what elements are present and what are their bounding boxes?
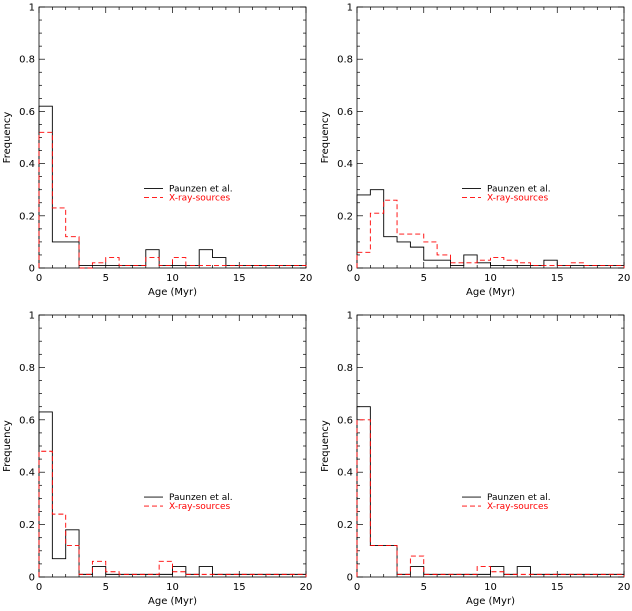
- y-tick-label: 1: [29, 311, 35, 322]
- histogram-series-xray: [356, 199, 625, 268]
- y-tick-label: 0: [29, 264, 35, 275]
- legend-label-paunzen: Paunzen et al.: [487, 493, 551, 503]
- x-axis-label: Age (Myr): [466, 596, 515, 607]
- y-axis-label: Frequency: [320, 112, 331, 164]
- y-tick-label: 0.4: [337, 159, 353, 170]
- y-tick-label: 0.6: [19, 107, 35, 118]
- histogram-series-xray: [356, 419, 625, 577]
- x-axis-label: Age (Myr): [148, 596, 197, 607]
- y-tick-label: 0: [347, 264, 353, 275]
- legend-label-xray: X-ray-sources: [487, 193, 548, 203]
- y-tick-label: 0.8: [19, 363, 35, 374]
- y-tick-label: 0.4: [337, 468, 353, 479]
- plot-frame: [356, 314, 625, 578]
- x-tick-label: 15: [233, 582, 246, 593]
- y-tick-label: 0.2: [19, 520, 35, 531]
- x-tick-label: 15: [233, 273, 246, 284]
- y-tick-label: 0.8: [19, 55, 35, 66]
- y-tick-label: 0: [29, 573, 35, 584]
- y-tick-label: 0.2: [337, 520, 353, 531]
- x-tick-label: 0: [354, 273, 360, 284]
- y-tick-label: 0.2: [337, 211, 353, 222]
- x-tick-label: 5: [103, 582, 109, 593]
- x-tick-label: 15: [551, 582, 564, 593]
- x-axis-label: Age (Myr): [148, 287, 197, 298]
- x-tick-label: 5: [421, 582, 427, 593]
- y-tick-label: 0.4: [19, 159, 35, 170]
- histogram-series-xray: [38, 131, 307, 269]
- x-tick-label: 20: [618, 273, 631, 284]
- y-tick-label: 0: [347, 573, 353, 584]
- x-tick-label: 10: [166, 582, 179, 593]
- panel-top-left: 0 5 10 15 20 0 0.2 0.4 0.6 0.8 1 Age (Myr) Frequency…: [2, 3, 312, 299]
- x-tick-label: 20: [300, 582, 313, 593]
- legend-label-paunzen: Paunzen et al.: [169, 493, 233, 503]
- legend-label-paunzen: Paunzen et al.: [487, 184, 551, 194]
- x-tick-label: 0: [354, 582, 360, 593]
- x-tick-label: 10: [166, 273, 179, 284]
- panel-bottom-right: 0 5 10 15 20 0 0.2 0.4 0.6 0.8 1 Age (Myr) Frequency…: [320, 311, 630, 608]
- y-tick-label: 1: [29, 3, 35, 14]
- y-tick-label: 0.6: [19, 415, 35, 426]
- x-tick-label: 0: [36, 273, 42, 284]
- y-axis-label: Frequency: [2, 420, 13, 472]
- plot-frame: [38, 6, 307, 269]
- y-tick-label: 0.4: [19, 468, 35, 479]
- x-tick-label: 5: [421, 273, 427, 284]
- x-tick-label: 0: [36, 582, 42, 593]
- y-tick-label: 0.6: [337, 107, 353, 118]
- x-tick-label: 10: [484, 273, 497, 284]
- legend-label-xray: X-ray-sources: [169, 502, 230, 512]
- y-tick-label: 0.2: [19, 211, 35, 222]
- x-tick-label: 20: [300, 273, 313, 284]
- y-tick-label: 1: [347, 3, 353, 14]
- panel-top-right: 0 5 10 15 20 0 0.2 0.4 0.6 0.8 1 Age (Myr) Frequency…: [320, 3, 630, 299]
- histogram-series-xray: [38, 450, 307, 577]
- y-axis-label: Frequency: [2, 112, 13, 164]
- legend-label-paunzen: Paunzen et al.: [169, 184, 233, 194]
- x-tick-label: 15: [551, 273, 564, 284]
- y-tick-label: 1: [347, 311, 353, 322]
- y-tick-label: 0.6: [337, 415, 353, 426]
- panel-bottom-left: 0 5 10 15 20 0 0.2 0.4 0.6 0.8 1 Age (Myr) Frequency…: [2, 311, 312, 608]
- y-tick-label: 0.8: [337, 55, 353, 66]
- legend-label-xray: X-ray-sources: [487, 502, 548, 512]
- legend-label-xray: X-ray-sources: [169, 193, 230, 203]
- x-tick-label: 5: [103, 273, 109, 284]
- x-tick-label: 10: [484, 582, 497, 593]
- histogram-series-paunzen: [356, 189, 625, 268]
- x-tick-label: 20: [618, 582, 631, 593]
- y-axis-label: Frequency: [320, 420, 331, 472]
- x-axis-label: Age (Myr): [466, 287, 515, 298]
- y-tick-label: 0.8: [337, 363, 353, 374]
